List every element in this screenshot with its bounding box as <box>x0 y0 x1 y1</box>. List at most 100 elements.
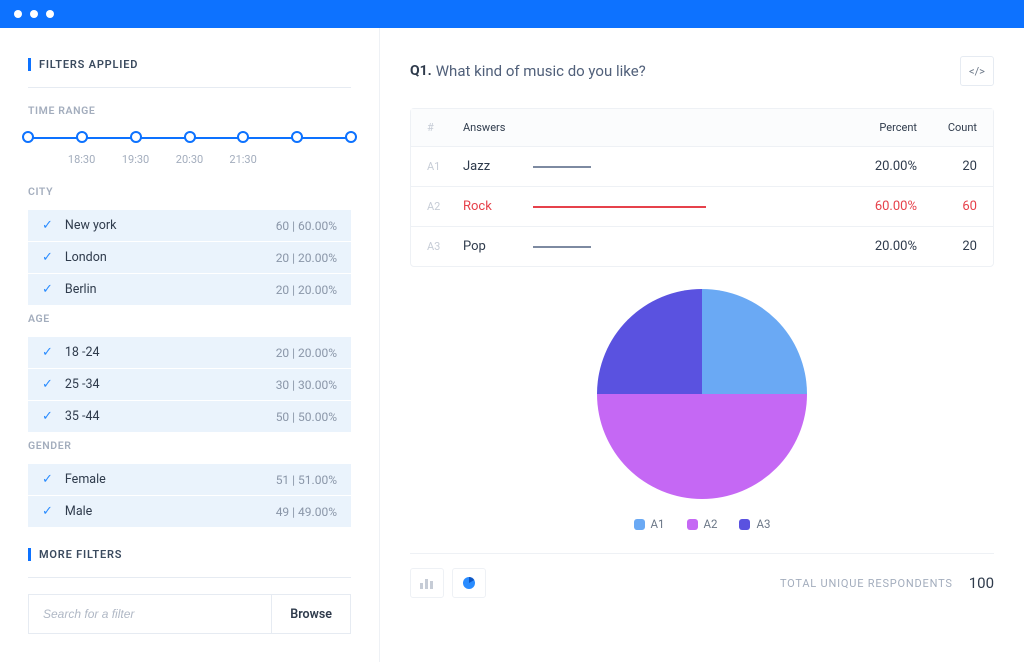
pie-chart <box>597 289 807 499</box>
view-toggle-group <box>410 568 486 598</box>
embed-code-button[interactable]: </> <box>960 56 994 86</box>
time-node[interactable] <box>345 131 357 143</box>
divider <box>28 577 351 578</box>
time-node[interactable] <box>291 131 303 143</box>
time-node[interactable] <box>76 131 88 143</box>
results-footer: TOTAL UNIQUE RESPONDENTS 100 <box>410 553 994 598</box>
time-range-label: TIME RANGE <box>28 104 351 117</box>
filter-item-value: 20 | 20.00% <box>276 346 337 360</box>
time-range-labels: 18:30 19:30 20:30 21:30 <box>28 153 351 169</box>
col-index-header: # <box>427 121 463 134</box>
answer-index: A1 <box>427 160 463 173</box>
filter-item-value: 30 | 30.00% <box>276 378 337 392</box>
check-icon: ✓ <box>42 504 53 519</box>
filter-item[interactable]: ✓25 -3430 | 30.00% <box>28 369 351 401</box>
time-label: 18:30 <box>68 153 95 166</box>
time-label: 21:30 <box>229 153 256 166</box>
question-text: What kind of music do you like? <box>436 62 646 80</box>
legend-label: A2 <box>704 517 718 531</box>
answer-bar-cell <box>533 246 837 248</box>
legend-item[interactable]: A2 <box>687 517 718 531</box>
filter-group-label: AGE <box>28 312 351 325</box>
pie-chart-icon <box>461 575 477 591</box>
time-node[interactable] <box>184 131 196 143</box>
filter-item[interactable]: ✓ London20 | 20.00% <box>28 242 351 274</box>
respondents-stat: TOTAL UNIQUE RESPONDENTS 100 <box>780 574 994 592</box>
pie-legend: A1 A2 A3 <box>634 517 771 531</box>
answer-index: A2 <box>427 200 463 213</box>
answer-percent: 60.00% <box>837 199 917 214</box>
time-node[interactable] <box>237 131 249 143</box>
check-icon: ✓ <box>42 218 53 233</box>
time-range-slider[interactable] <box>28 129 351 147</box>
time-label: 20:30 <box>176 153 203 166</box>
answer-row[interactable]: A2Rock 60.00%60 <box>411 187 993 227</box>
question-header: Q1. What kind of music do you like? </> <box>410 56 994 86</box>
filter-item-label: 35 -44 <box>65 409 276 424</box>
filter-item[interactable]: ✓35 -4450 | 50.00% <box>28 401 351 433</box>
results-panel: Q1. What kind of music do you like? </> … <box>380 28 1024 662</box>
view-pie-chart-button[interactable] <box>452 568 486 598</box>
answer-name: Jazz <box>463 159 533 174</box>
window-control-dot[interactable] <box>30 10 38 18</box>
answer-name: Rock <box>463 199 533 214</box>
answer-bar <box>533 246 591 248</box>
filter-item[interactable]: ✓ Male49 | 49.00% <box>28 496 351 528</box>
filter-item-value: 60 | 60.00% <box>276 219 337 233</box>
answer-bar <box>533 166 591 168</box>
check-icon: ✓ <box>42 282 53 297</box>
legend-swatch <box>739 519 750 530</box>
filter-search-input[interactable] <box>29 595 271 633</box>
legend-label: A3 <box>756 517 770 531</box>
legend-item[interactable]: A1 <box>634 517 665 531</box>
filter-item[interactable]: ✓ Female51 | 51.00% <box>28 464 351 496</box>
filter-item-value: 20 | 20.00% <box>276 251 337 265</box>
respondents-count: 100 <box>969 574 994 592</box>
legend-label: A1 <box>651 517 665 531</box>
filter-item[interactable]: ✓18 -2420 | 20.00% <box>28 337 351 369</box>
check-icon: ✓ <box>42 250 53 265</box>
window-control-dot[interactable] <box>14 10 22 18</box>
legend-swatch <box>634 519 645 530</box>
filter-item-label: Male <box>65 504 276 519</box>
answer-percent: 20.00% <box>837 239 917 254</box>
filter-item-value: 20 | 20.00% <box>276 283 337 297</box>
more-filters-heading: MORE FILTERS <box>28 548 351 561</box>
filter-item-label: 18 -24 <box>65 345 276 360</box>
pie-chart-area: A1 A2 A3 <box>410 289 994 531</box>
check-icon: ✓ <box>42 472 53 487</box>
time-node[interactable] <box>22 131 34 143</box>
answer-row[interactable]: A1Jazz 20.00%20 <box>411 147 993 187</box>
answer-count: 60 <box>917 199 977 214</box>
answer-row[interactable]: A3Pop20.00%20 <box>411 227 993 266</box>
window-control-dot[interactable] <box>46 10 54 18</box>
col-percent-header: Percent <box>837 121 917 134</box>
filter-item-label: London <box>65 250 276 265</box>
filter-item-value: 49 | 49.00% <box>276 505 337 519</box>
filter-item-label: Berlin <box>65 282 276 297</box>
answer-count: 20 <box>917 159 977 174</box>
filter-item-label: Female <box>65 472 276 487</box>
filters-applied-heading: FILTERS APPLIED <box>28 58 351 71</box>
check-icon: ✓ <box>42 377 53 392</box>
filter-item[interactable]: ✓ Berlin20 | 20.00% <box>28 274 351 306</box>
legend-item[interactable]: A3 <box>739 517 770 531</box>
answer-bar-cell <box>533 206 837 208</box>
filter-item[interactable]: ✓New york60 | 60.00% <box>28 210 351 242</box>
answer-name: Pop <box>463 239 533 254</box>
window-titlebar <box>0 0 1024 28</box>
filter-item-value: 51 | 51.00% <box>276 473 337 487</box>
answers-table: # Answers Percent Count A1Jazz20.00%20A2… <box>410 108 994 267</box>
time-node[interactable] <box>130 131 142 143</box>
view-bar-chart-button[interactable] <box>410 568 444 598</box>
col-answers-header: Answers <box>463 121 533 134</box>
col-count-header: Count <box>917 121 977 134</box>
answer-percent: 20.00% <box>837 159 917 174</box>
bar-chart-icon <box>419 576 435 590</box>
time-label: 19:30 <box>122 153 149 166</box>
filter-item-value: 50 | 50.00% <box>276 410 337 424</box>
answer-index: A3 <box>427 240 463 253</box>
filters-sidebar: FILTERS APPLIED TIME RANGE 18:30 19:30 20:… <box>0 28 380 662</box>
browse-button[interactable]: Browse <box>271 595 350 633</box>
app-root: FILTERS APPLIED TIME RANGE 18:30 19:30 20:… <box>0 28 1024 662</box>
